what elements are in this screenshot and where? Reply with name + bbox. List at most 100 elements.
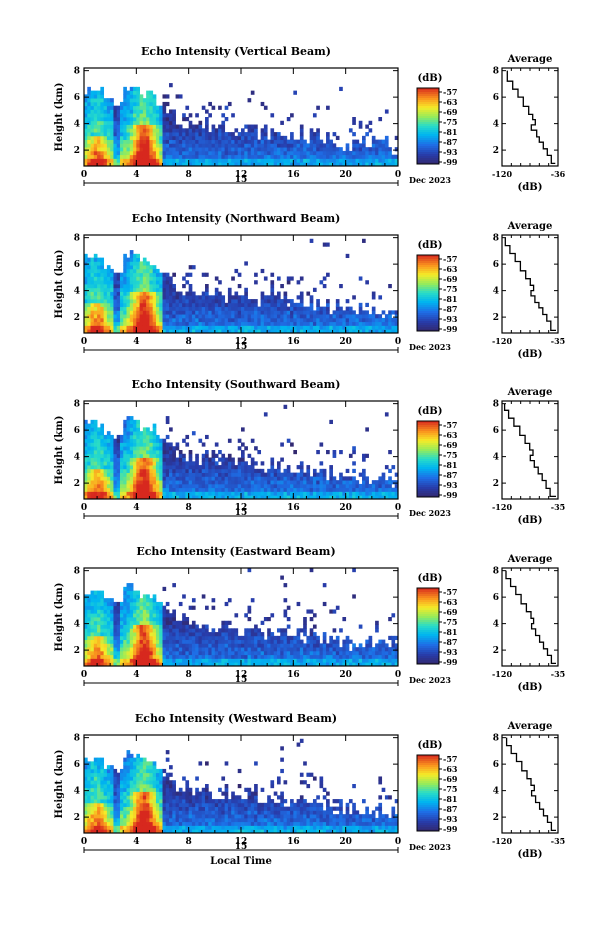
panel-3-cell	[113, 457, 118, 462]
panel-2-cell	[198, 317, 203, 323]
panel-2-cell	[319, 325, 324, 330]
panel-3-cell	[185, 491, 190, 496]
panel-3-cell	[250, 457, 255, 462]
panel-2-cell	[227, 306, 232, 311]
panel-2-cell	[250, 306, 255, 311]
panel-2-cell	[339, 317, 343, 323]
panel-3-xtick-label: 12	[235, 503, 248, 513]
panel-1-cell	[93, 105, 98, 110]
panel-1-cell	[257, 158, 262, 163]
panel-3-cell	[159, 483, 163, 489]
panel-3-cell	[247, 480, 252, 485]
panel-2-cell	[309, 321, 314, 326]
panel-1-cell	[198, 143, 203, 148]
panel-1-cell	[162, 94, 167, 99]
panel-2-cell	[126, 280, 131, 285]
panel-4-cell	[224, 632, 229, 637]
panel-1-colorbar-swatch	[417, 106, 439, 109]
panel-4-cell	[211, 635, 216, 641]
panel-3-cell	[87, 491, 91, 496]
panel-3-cell	[378, 495, 383, 500]
panel-2-cell	[267, 295, 271, 300]
panel-1-cell	[110, 101, 114, 107]
panel-1-cell	[100, 98, 105, 103]
panel-4-cell	[306, 658, 311, 663]
panel-4-cell	[250, 628, 255, 633]
panel-3-cell	[97, 476, 101, 481]
panel-2-cell	[241, 299, 245, 304]
panel-2-cell	[106, 287, 111, 292]
panel-1-cell	[290, 158, 294, 163]
panel-3-cell	[129, 434, 134, 440]
panel-3-cell	[329, 480, 333, 485]
panel-4-cell	[263, 639, 268, 644]
panel-1-cell	[234, 150, 239, 156]
panel-1-cell	[136, 135, 140, 141]
panel-1-cell	[201, 135, 206, 141]
panel-1-colorbar-swatch	[417, 150, 439, 153]
panel-1-cell	[103, 117, 108, 122]
panel-3-cell	[129, 495, 134, 500]
panel-2-cell	[244, 302, 248, 308]
panel-3-cell	[113, 480, 118, 485]
panel-2-cell	[335, 310, 340, 315]
panel-3-cell	[126, 423, 131, 428]
panel-2-cell	[260, 299, 265, 304]
panel-3-cell	[358, 495, 363, 500]
panel-2-cell	[146, 261, 150, 266]
panel-3-cell	[214, 461, 219, 466]
panel-2-cell	[362, 310, 366, 315]
panel-3-cell	[93, 472, 98, 477]
panel-4-cell	[129, 628, 134, 633]
panel-3-cell	[119, 453, 124, 458]
panel-2-cell	[218, 317, 222, 323]
panel-3-cell	[224, 461, 229, 466]
panel-3-cell	[191, 483, 196, 489]
panel-1-cell	[270, 154, 275, 159]
panel-2-cell	[306, 306, 311, 311]
panel-2-cell	[149, 306, 154, 311]
panel-1-cell	[224, 150, 229, 156]
panel-1-cell	[312, 143, 317, 148]
panel-2-cell	[110, 314, 114, 319]
panel-4-cell	[165, 632, 170, 637]
panel-4-cell	[159, 620, 163, 625]
panel-2-cell	[97, 272, 101, 277]
panel-4-cell	[312, 635, 317, 641]
panel-1-cell	[146, 117, 150, 122]
panel-2-cell	[299, 317, 304, 323]
panel-2-cell	[205, 299, 209, 304]
panel-3-cell	[388, 468, 392, 474]
panel-1-cell	[332, 147, 337, 152]
panel-1-cell	[286, 150, 291, 156]
panel-4-cell	[172, 635, 176, 641]
panel-2-cell	[332, 314, 337, 319]
panel-4-cell	[129, 647, 134, 652]
panel-2-cell	[123, 261, 127, 266]
panel-1-colorbar-swatch	[417, 136, 439, 139]
panel-3-cell	[133, 438, 137, 443]
panel-2-cell	[260, 317, 265, 323]
panel-1-cell	[368, 150, 373, 156]
panel-2-cell	[169, 284, 173, 289]
panel-4-cell	[178, 639, 183, 644]
panel-2-cell	[214, 317, 219, 323]
panel-1-cell	[316, 150, 320, 156]
panel-1-cell	[93, 150, 98, 156]
panel-2-colorbar-swatch	[417, 257, 439, 260]
panel-2-cell	[113, 314, 118, 319]
panel-1-cell	[378, 150, 383, 156]
panel-2-cell	[263, 295, 268, 300]
panel-1-cell	[227, 158, 232, 163]
panel-4-cell	[322, 654, 327, 659]
panel-1-cell	[116, 147, 121, 152]
panel-2-cell	[211, 295, 216, 300]
panel-4-cell	[316, 647, 320, 652]
panel-3-cell	[211, 453, 216, 458]
panel-4-cell	[146, 628, 150, 633]
panel-4-cell	[126, 658, 131, 663]
panel-1-cell	[87, 86, 91, 92]
panel-4-cell	[106, 613, 111, 618]
panel-3-cell	[142, 450, 147, 455]
panel-1-cell	[162, 162, 167, 167]
